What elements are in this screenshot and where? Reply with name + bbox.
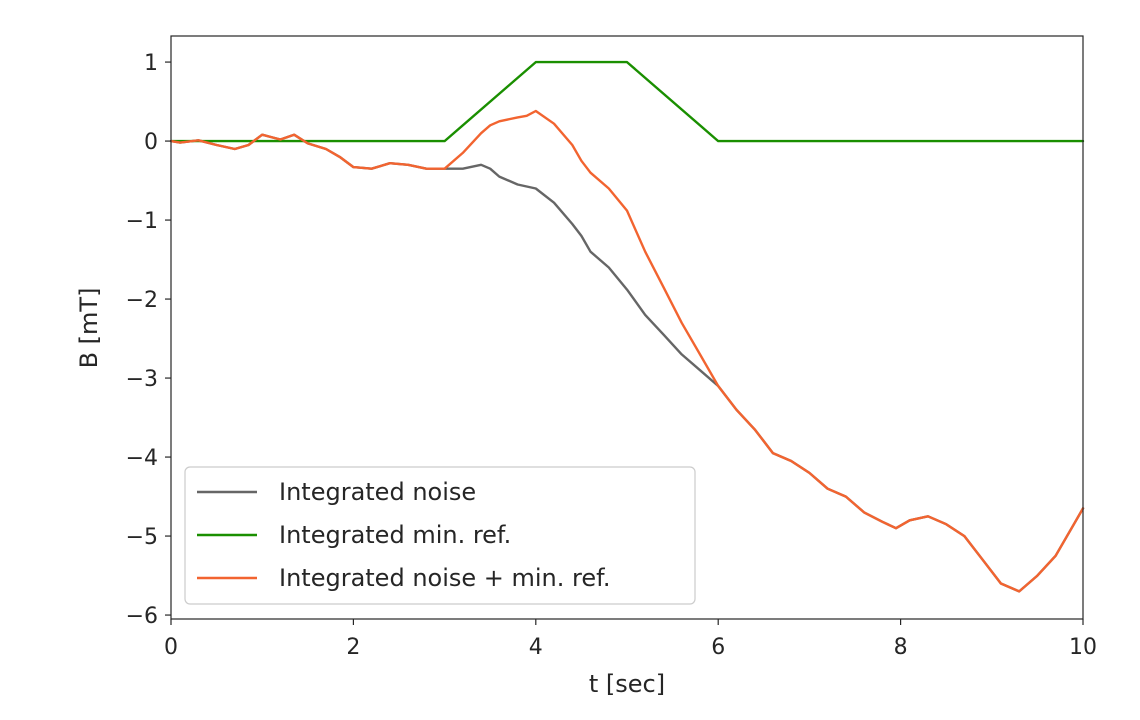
- x-axis-label: t [sec]: [589, 670, 665, 698]
- y-axis-label: B [mT]: [75, 288, 103, 369]
- x-axis-ticks: 0 2 4 6 8 10: [164, 619, 1097, 660]
- legend-box: [184, 466, 696, 605]
- x-tick-label: 6: [711, 635, 725, 660]
- legend-label: Integrated noise + min. ref.: [279, 564, 610, 592]
- y-tick-label: −5: [126, 525, 158, 550]
- y-tick-label: 1: [144, 51, 158, 76]
- x-tick-label: 4: [529, 635, 543, 660]
- x-tick-label: 2: [346, 635, 360, 660]
- x-tick-label: 0: [164, 635, 178, 660]
- plot-frame: [170, 35, 1084, 620]
- y-tick-label: 0: [144, 130, 158, 155]
- legend-label: Integrated noise: [279, 478, 476, 506]
- series-line-3: [169, 109, 1085, 593]
- legend: Integrated noise Integrated min. ref. Inte…: [184, 466, 696, 605]
- y-axis-ticks: 1 0 −1 −2 −3 −4 −5 −6: [126, 51, 171, 629]
- legend-label: Integrated min. ref.: [279, 521, 511, 549]
- series-layer: [169, 60, 1085, 593]
- y-tick-label: −1: [126, 209, 158, 234]
- y-tick-label: −3: [126, 367, 158, 392]
- y-tick-label: −4: [126, 446, 158, 471]
- x-tick-label: 10: [1069, 635, 1097, 660]
- series-line-2: [169, 60, 1085, 143]
- x-tick-label: 8: [894, 635, 908, 660]
- y-tick-label: −6: [126, 604, 158, 629]
- legend-items: Integrated noise Integrated min. ref. Inte…: [197, 478, 610, 592]
- y-tick-label: −2: [126, 288, 158, 313]
